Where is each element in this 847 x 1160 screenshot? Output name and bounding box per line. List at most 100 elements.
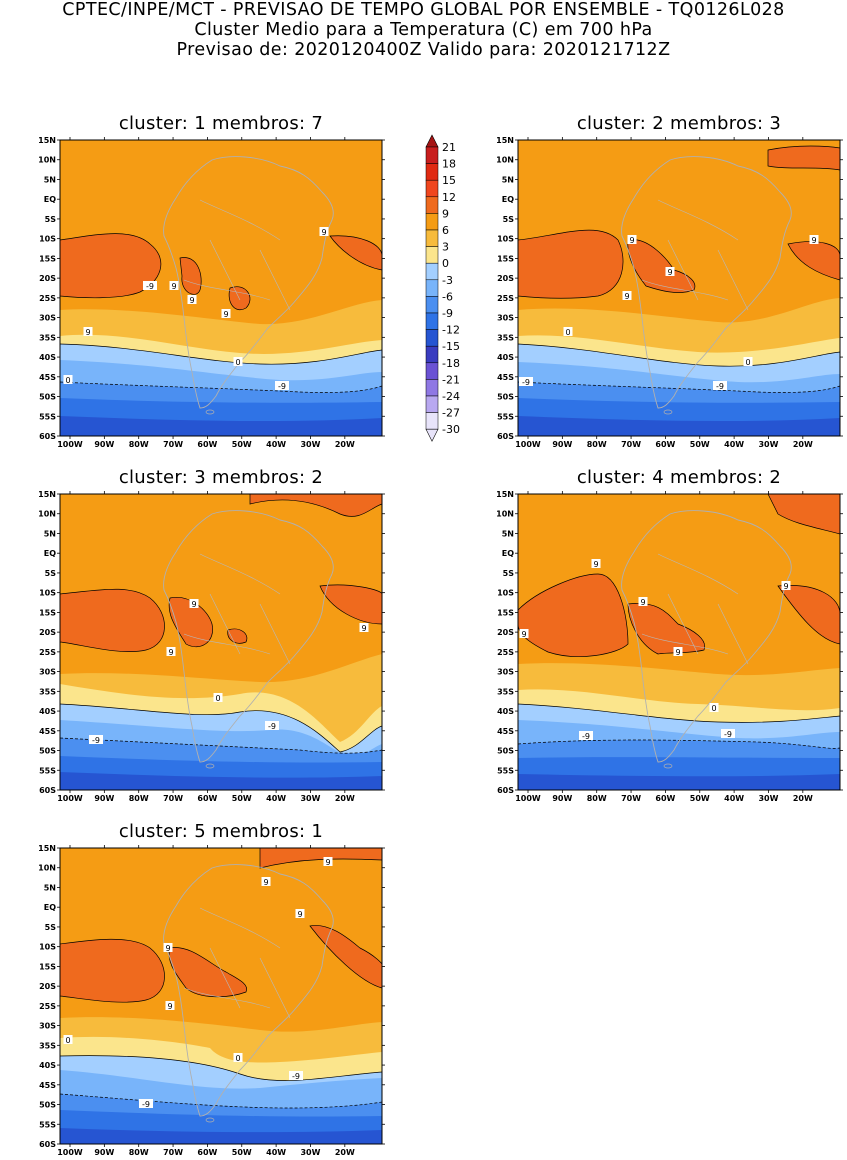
island-outline <box>663 763 673 769</box>
contour-0 <box>518 343 840 367</box>
lat-tick-label: 10S <box>497 235 514 244</box>
lon-tick-label: 40W <box>266 1148 286 1157</box>
lat-tick-label: 60S <box>497 432 514 441</box>
lon-tick-label: 60W <box>655 440 675 449</box>
lat-tick-label: 45S <box>497 373 514 382</box>
contour-label: -9 <box>265 721 279 731</box>
contour-label-text: 9 <box>629 236 634 245</box>
contour-label: 9 <box>261 877 271 887</box>
lat-tick-label: 45S <box>39 727 56 736</box>
lon-tick-label: 100W <box>515 440 541 449</box>
contour-minus-9 <box>60 737 382 754</box>
lat-tick-label: 30S <box>39 668 56 677</box>
lat-tick-label: 40S <box>497 707 514 716</box>
contour-label: 9 <box>809 235 819 245</box>
colorbar-swatch <box>425 246 439 264</box>
warm-core-9 <box>228 286 251 311</box>
lon-tick-label: 50W <box>690 440 710 449</box>
warm-core-9 <box>627 239 696 293</box>
lon-tick-label: 50W <box>232 794 252 803</box>
contour-label-text: -9 <box>268 722 276 731</box>
contour-0 <box>60 1055 382 1081</box>
map-frame <box>517 493 841 791</box>
lat-tick-label: 20S <box>39 982 56 991</box>
contour-label-text: 9 <box>189 296 194 305</box>
contour-label-text: 9 <box>325 858 330 867</box>
figure-title-line-3: Previsao de: 2020120400Z Valido para: 20… <box>176 40 671 60</box>
map-svg: 9 9 9 9 9 0 -9 -9 15N 10N 5N EQ 5S 10S 15S 20S 25S 30S 35S… <box>496 490 843 803</box>
lat-tick-label: 15N <box>38 490 56 499</box>
warm-core-9 <box>168 947 248 998</box>
contour-label: 9 <box>189 599 199 609</box>
lat-tick-label: 30S <box>497 314 514 323</box>
colorbar-swatch <box>425 395 439 413</box>
lat-tick-label: 40S <box>39 707 56 716</box>
contour-label: 0 <box>709 703 719 713</box>
contour-label-text: 0 <box>235 1054 240 1063</box>
contour-label: 9 <box>673 647 683 657</box>
field-band-minus-15 <box>60 1128 382 1144</box>
contour-minus-9 <box>60 1093 382 1109</box>
lon-tick-label: 60W <box>197 794 217 803</box>
contour-label-text: 9 <box>263 878 268 887</box>
map-panel-cluster-2: 9 9 9 9 0 0 -9 -9 15N 10N 5N EQ 5S 10S 15S 20S 25S 30S 35S… <box>476 132 846 452</box>
lon-tick-label: 70W <box>621 794 641 803</box>
map-svg: 9 9 9 9 0 0 -9 -9 15N 10N 5N EQ 5S 10S 15S 20S 25S 30S 35S… <box>496 136 843 449</box>
contour-label-text: 9 <box>168 648 173 657</box>
colorbar-level-label: -21 <box>442 373 460 386</box>
contour-label-text: 9 <box>167 1002 172 1011</box>
lat-tick-label: 20S <box>39 274 56 283</box>
warm-core-9 <box>518 573 629 657</box>
lon-tick-label: 70W <box>621 440 641 449</box>
panel-2-title: cluster: 2 membros: 3 <box>576 113 782 134</box>
lon-tick-label: 20W <box>335 1148 355 1157</box>
country-border <box>259 249 291 311</box>
lat-tick-label: 60S <box>39 786 56 795</box>
contour-label-text: 9 <box>321 228 326 237</box>
lat-tick-label: 25S <box>497 294 514 303</box>
map-panel-cluster-5: 9 9 9 9 9 0 0 -9 -9 15N 10N 5N EQ 5S 10S 15S 20S 25S 30S 35… <box>18 840 388 1160</box>
lat-tick-label: 40S <box>497 353 514 362</box>
contour-label: -9 <box>275 381 289 391</box>
map-panel-cluster-1: 9 9 9 9 9 0 0 -9 -9 15N 10N 5N EQ 5S 10S 15S 20S 25S 30S 35… <box>18 132 388 452</box>
map-svg: 9 9 9 9 9 0 0 -9 -9 15N 10N 5N EQ 5S 10S 15S 20S 25S 30S 35… <box>38 136 385 449</box>
lat-tick-label: 15N <box>38 136 56 145</box>
lon-tick-label: 90W <box>552 794 572 803</box>
country-border <box>667 239 699 301</box>
lat-tick-label: EQ <box>44 195 56 204</box>
lat-tick-label: 55S <box>39 1120 56 1129</box>
contour-label-text: 9 <box>165 944 170 953</box>
warm-core-9 <box>60 588 165 653</box>
contour-label: -9 <box>143 281 157 291</box>
lon-tick-label: 80W <box>129 1148 149 1157</box>
field-band-minus-15 <box>60 772 382 790</box>
contour-label: 9 <box>319 227 329 237</box>
contour-label-text: 9 <box>783 582 788 591</box>
lat-tick-label: 5S <box>45 923 57 932</box>
lat-tick-label: 10N <box>38 156 56 165</box>
lat-tick-label: 10S <box>39 943 56 952</box>
contour-label: 0 <box>63 375 73 385</box>
colorbar-swatch <box>425 179 439 198</box>
country-border <box>641 279 729 301</box>
country-border <box>259 603 291 665</box>
colorbar-level-label: -30 <box>442 423 460 436</box>
lat-tick-label: 50S <box>39 393 56 402</box>
lon-tick-label: 80W <box>129 440 149 449</box>
lat-tick-label: 5N <box>44 175 56 184</box>
contour-label-text: 9 <box>521 630 526 639</box>
lat-tick-label: 15S <box>39 962 56 971</box>
lat-tick-label: 50S <box>39 747 56 756</box>
country-border <box>209 239 241 301</box>
lat-tick-label: 10S <box>39 589 56 598</box>
lat-tick-label: 5S <box>45 569 57 578</box>
colorbar-level-label: -15 <box>442 340 460 353</box>
colorbar-swatch <box>425 379 439 397</box>
country-border <box>209 947 241 1009</box>
lat-tick-label: 60S <box>497 786 514 795</box>
contour-label-text: 9 <box>223 310 228 319</box>
contour-label: 0 <box>233 357 243 367</box>
colorbar-level-label: 12 <box>442 191 456 204</box>
lat-tick-label: 35S <box>39 333 56 342</box>
map-frame <box>517 139 841 437</box>
